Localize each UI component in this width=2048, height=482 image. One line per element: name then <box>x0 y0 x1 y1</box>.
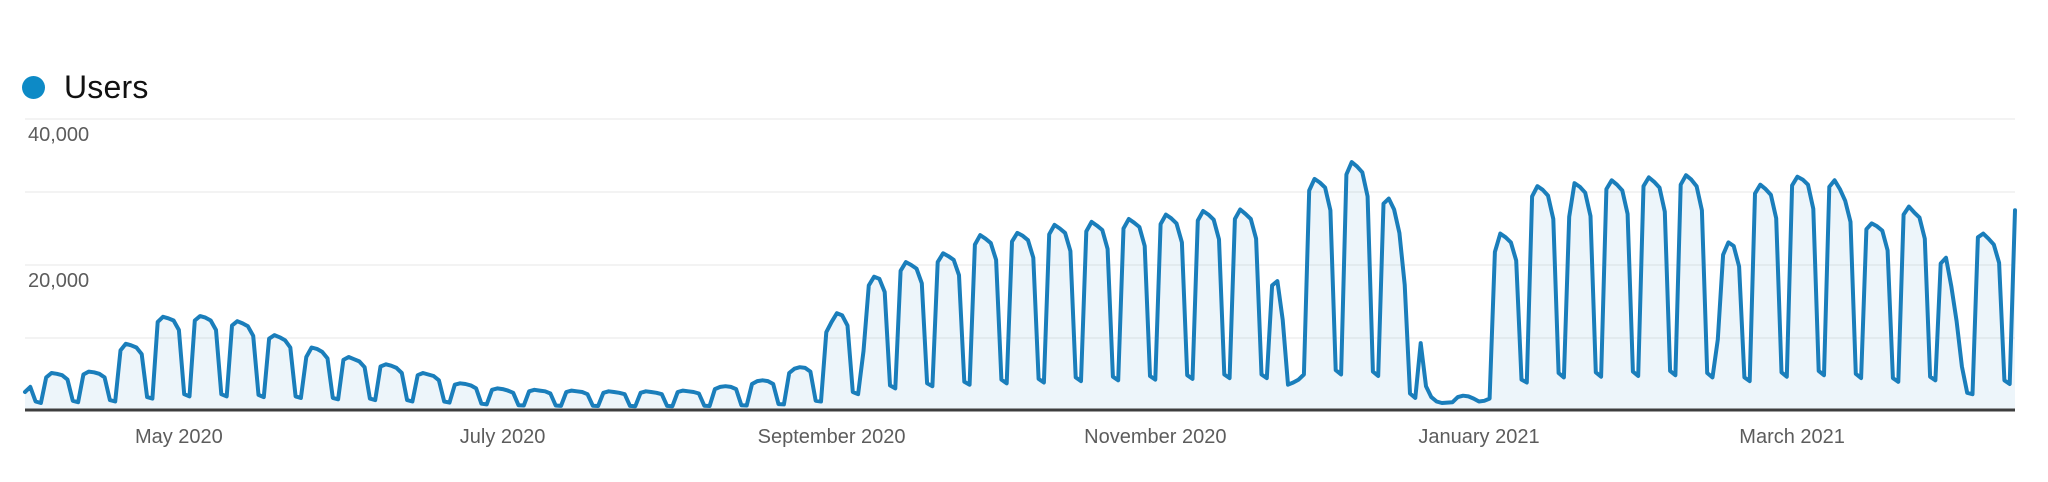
x-axis-line <box>25 408 2015 412</box>
series-area <box>25 162 2015 411</box>
y-axis-label: 20,000 <box>28 270 89 292</box>
x-axis-label: May 2020 <box>135 426 223 448</box>
series-line[interactable] <box>23 160 2017 409</box>
x-axis-label: September 2020 <box>758 426 906 448</box>
y-axis-label: 40,000 <box>28 124 89 146</box>
x-axis-label: January 2021 <box>1418 426 1539 448</box>
x-axis-label: July 2020 <box>460 426 546 448</box>
x-axis-label: November 2020 <box>1084 426 1226 448</box>
legend-series-dot-icon <box>22 75 45 99</box>
legend-item-users[interactable]: Users <box>22 68 149 106</box>
legend-series-label: Users <box>64 69 149 105</box>
x-axis-label: March 2021 <box>1739 426 1845 448</box>
